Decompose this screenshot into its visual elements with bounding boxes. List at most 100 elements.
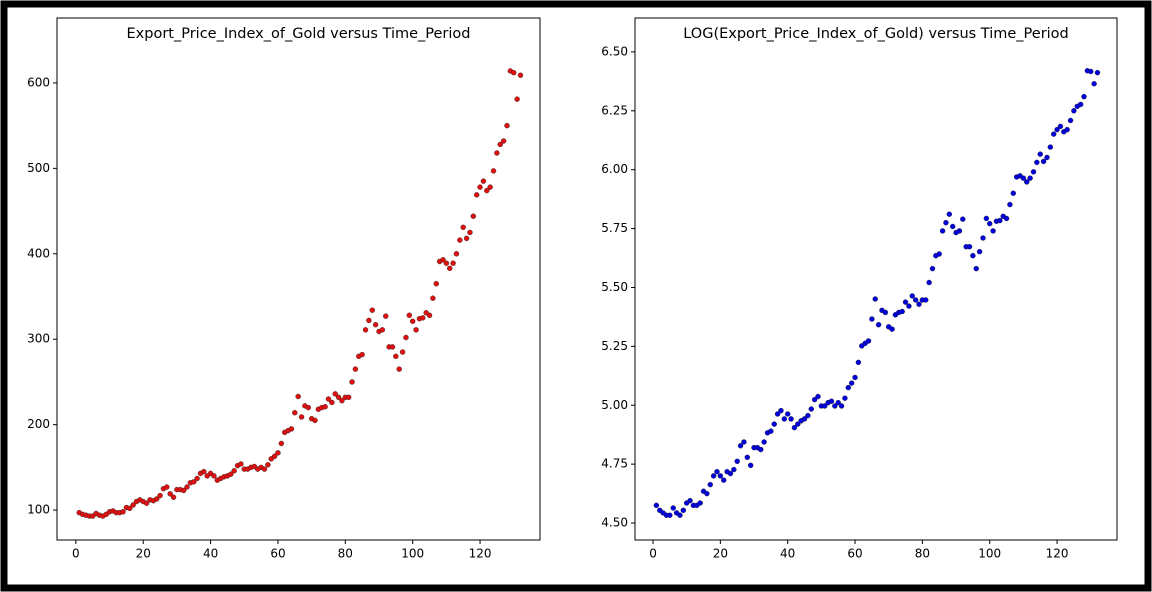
data-point xyxy=(865,338,872,344)
data-point xyxy=(261,466,268,472)
x-tick-label: 20 xyxy=(136,547,151,561)
data-point xyxy=(791,424,798,431)
data-point xyxy=(460,224,466,231)
data-point xyxy=(704,490,710,497)
data-point xyxy=(788,416,794,422)
data-point xyxy=(504,122,510,129)
data-point xyxy=(443,260,450,266)
x-tick-label: 40 xyxy=(780,547,795,561)
data-point xyxy=(670,505,676,511)
data-point xyxy=(828,398,835,404)
data-point xyxy=(987,220,993,227)
data-point xyxy=(366,317,372,324)
data-point xyxy=(949,223,956,230)
data-point xyxy=(211,473,217,479)
data-point xyxy=(835,399,841,406)
data-point xyxy=(677,512,683,518)
data-point xyxy=(335,394,342,401)
data-point xyxy=(737,443,744,449)
data-point xyxy=(1044,154,1050,161)
data-point xyxy=(497,141,503,148)
data-point xyxy=(838,403,845,409)
data-point xyxy=(440,257,446,263)
data-point xyxy=(231,468,237,474)
data-point xyxy=(832,403,838,409)
subplot: Export_Price_Index_of_Gold versus Time_P… xyxy=(27,17,541,561)
data-point xyxy=(345,394,352,401)
data-point xyxy=(480,178,487,184)
data-point xyxy=(467,229,473,236)
data-point xyxy=(369,307,375,313)
data-point xyxy=(1094,69,1101,76)
y-tick-label: 200 xyxy=(27,417,50,431)
data-point xyxy=(511,69,517,76)
data-point xyxy=(153,496,160,502)
x-tick-label: 60 xyxy=(270,547,285,561)
data-point xyxy=(936,251,942,257)
data-point xyxy=(265,462,271,468)
y-tick-label: 4.50 xyxy=(601,516,628,530)
data-point xyxy=(500,138,507,144)
data-point xyxy=(946,211,953,217)
data-point xyxy=(167,491,173,497)
data-point xyxy=(322,404,328,410)
data-point xyxy=(430,295,436,301)
x-tick-label: 80 xyxy=(338,547,353,561)
data-point xyxy=(882,309,889,316)
data-point xyxy=(453,251,460,257)
data-point xyxy=(127,505,133,512)
data-point xyxy=(731,466,737,473)
data-point xyxy=(943,220,949,226)
x-tick-label: 120 xyxy=(1046,547,1069,561)
data-point xyxy=(362,327,369,333)
data-point xyxy=(721,477,727,483)
data-point xyxy=(1027,175,1033,181)
plot-frame xyxy=(56,17,541,541)
y-tick-label: 5.00 xyxy=(601,398,628,412)
data-point xyxy=(929,265,936,272)
data-point xyxy=(325,396,332,402)
data-point xyxy=(1067,117,1074,124)
data-point xyxy=(194,475,200,482)
data-point xyxy=(960,216,966,222)
data-point xyxy=(180,487,187,494)
data-point xyxy=(433,280,439,287)
data-point xyxy=(120,509,126,515)
data-point xyxy=(784,411,791,417)
data-point xyxy=(1088,68,1094,75)
y-tick-label: 300 xyxy=(27,332,50,346)
data-point xyxy=(1010,190,1016,196)
data-point xyxy=(201,468,207,475)
data-point xyxy=(808,406,814,412)
data-point xyxy=(889,326,895,332)
data-point xyxy=(1040,158,1047,165)
data-point xyxy=(1020,175,1027,181)
data-point xyxy=(687,497,693,504)
data-point xyxy=(973,265,979,272)
data-point xyxy=(295,393,301,400)
data-point xyxy=(855,359,862,366)
y-tick-label: 5.75 xyxy=(601,221,628,235)
data-point xyxy=(697,500,703,506)
data-point xyxy=(1047,144,1054,150)
data-point xyxy=(238,461,244,467)
data-point xyxy=(1050,131,1057,137)
data-point xyxy=(1030,169,1037,175)
data-point xyxy=(494,150,500,156)
plot-frame xyxy=(634,17,1118,541)
data-point xyxy=(389,344,396,350)
data-point xyxy=(470,213,477,219)
data-point xyxy=(848,380,855,386)
data-point xyxy=(490,168,497,174)
data-point xyxy=(842,395,848,401)
data-point xyxy=(822,403,828,409)
x-tick-label: 0 xyxy=(649,547,657,561)
data-point xyxy=(352,366,359,372)
y-tick-label: 4.75 xyxy=(601,457,628,471)
data-point xyxy=(372,322,379,328)
data-point xyxy=(393,353,399,360)
data-point xyxy=(852,374,858,381)
data-point xyxy=(1064,126,1070,133)
